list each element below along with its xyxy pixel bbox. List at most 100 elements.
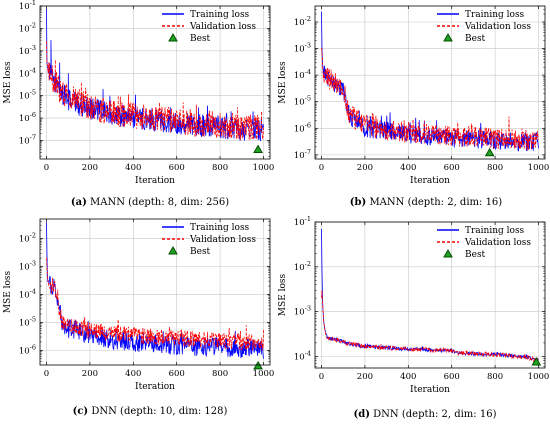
x-axis-title: Iteration: [135, 382, 175, 392]
x-tick-label: 400: [125, 163, 141, 173]
caption-a-letter: (a): [71, 197, 87, 208]
panel-b: 0 200 400 600 800 1000 10-7 10-6 10-5 10-4 10-3 10-…: [278, 5, 550, 186]
caption-c-letter: (c): [73, 406, 89, 417]
y-tick-label: 10-3: [19, 44, 36, 57]
y-tick-label: 10-6: [19, 111, 36, 124]
legend-training-label: Training loss: [190, 10, 250, 20]
x-tick-label: 600: [169, 163, 185, 173]
plot-area: [321, 228, 539, 364]
y-tick-label: 10-3: [294, 305, 311, 318]
x-tick-label: 1000: [253, 163, 275, 173]
x-axis-title: Iteration: [410, 385, 450, 395]
legend-best-label: Best: [465, 34, 486, 44]
x-tick-label: 400: [125, 369, 141, 379]
legend-validation-label: Validation loss: [189, 22, 256, 32]
y-tick-label: 10-4: [294, 68, 311, 81]
y-axis-title: MSE loss: [278, 273, 288, 316]
y-tick-label: 10-4: [294, 349, 311, 362]
legend-best-swatch: [168, 245, 178, 255]
y-tick-label: 10-1: [19, 0, 36, 12]
best-marker: [253, 144, 263, 153]
x-tick-label: 200: [357, 372, 373, 382]
y-tick-label: 10-5: [294, 95, 311, 108]
x-tick-label: 0: [44, 163, 49, 173]
caption-d-text: DNN (depth: 2, dim: 16): [370, 409, 497, 420]
x-tick-label: 600: [169, 369, 185, 379]
legend-best-label: Best: [190, 247, 211, 257]
caption-b: (b) MANN (depth: 2, dim: 16): [350, 197, 502, 208]
plot-area: [321, 11, 539, 152]
legend-training-label: Training loss: [465, 226, 525, 236]
plot-frame: [314, 221, 546, 369]
y-tick-label: 10-3: [294, 42, 311, 55]
legend-best-swatch: [443, 32, 453, 42]
caption-c: (c) DNN (depth: 10, dim: 128): [73, 406, 228, 417]
x-tick-label: 200: [357, 163, 373, 173]
legend-training-label: Training loss: [465, 10, 525, 20]
legend-best-label: Best: [190, 34, 211, 44]
x-tick-label: 400: [400, 372, 416, 382]
caption-b-letter: (b): [350, 197, 366, 208]
y-tick-label: 10-1: [294, 215, 311, 228]
x-axis-title: Iteration: [410, 176, 450, 186]
best-marker: [531, 356, 542, 366]
plot-frame: [39, 5, 271, 160]
x-tick-label: 800: [487, 163, 503, 173]
x-tick-label: 0: [319, 372, 324, 382]
x-tick-label: 0: [44, 369, 49, 379]
x-tick-label: 200: [82, 369, 98, 379]
training-loss-line: [321, 228, 539, 362]
plot-area: [46, 222, 264, 359]
y-tick-label: 10-5: [19, 89, 36, 102]
y-tick-label: 10-4: [19, 66, 36, 79]
caption-a-text: MANN (depth: 8, dim: 256): [87, 197, 229, 208]
x-tick-label: 1000: [528, 372, 550, 382]
x-tick-label: 200: [82, 163, 98, 173]
panel-d: 0 200 400 600 800 1000 10-4 10-3 10-2 10-1 Iterati…: [278, 215, 549, 395]
x-tick-label: 800: [487, 372, 503, 382]
y-tick-label: 10-2: [19, 21, 36, 34]
y-tick-label: 10-2: [294, 15, 311, 28]
y-tick-label: 10-7: [294, 148, 311, 161]
y-axis-title: MSE loss: [278, 61, 288, 104]
caption-c-text: DNN (depth: 10, dim: 128): [88, 406, 227, 417]
x-tick-label: 800: [212, 163, 228, 173]
x-tick-label: 800: [212, 369, 228, 379]
caption-a: (a) MANN (depth: 8, dim: 256): [71, 197, 229, 208]
y-axis-title: MSE loss: [3, 270, 13, 313]
x-tick-label: 600: [444, 372, 460, 382]
y-tick-label: 10-6: [294, 121, 311, 134]
validation-loss-line: [321, 290, 539, 364]
y-tick-label: 10-2: [19, 232, 36, 245]
y-tick-label: 10-2: [294, 260, 311, 273]
legend-best-swatch: [168, 32, 178, 42]
plot-area: [46, 9, 264, 142]
legend-best-swatch: [443, 248, 453, 258]
caption-b-text: MANN (depth: 2, dim: 16): [366, 197, 502, 208]
legend-best-label: Best: [465, 250, 486, 260]
x-axis-title: Iteration: [135, 176, 175, 186]
plot-frame: [314, 5, 546, 160]
validation-loss-line: [46, 258, 264, 351]
panel-a: 0 200 400 600 800 1000 10-7 10-6 10-5 10-4 10-3 10-…: [3, 0, 274, 186]
x-tick-label: 400: [400, 163, 416, 173]
x-tick-label: 0: [319, 163, 324, 173]
x-tick-label: 1000: [528, 163, 550, 173]
best-marker: [484, 147, 495, 157]
legend-validation-label: Validation loss: [464, 238, 531, 248]
legend-validation-label: Validation loss: [189, 235, 256, 245]
validation-loss-line: [46, 41, 264, 140]
y-tick-label: 10-4: [19, 287, 36, 300]
training-loss-line: [46, 9, 264, 142]
y-tick-label: 10-5: [19, 315, 36, 328]
y-axis-title: MSE loss: [3, 61, 13, 104]
y-tick-label: 10-3: [19, 260, 36, 273]
panel-c: 0 200 400 600 800 1000 10-6 10-5 10-4 10-3 10-2 Ite…: [3, 218, 274, 392]
y-tick-label: 10-6: [19, 343, 36, 356]
legend-training-label: Training loss: [190, 223, 250, 233]
x-tick-label: 600: [444, 163, 460, 173]
legend-validation-label: Validation loss: [464, 22, 531, 32]
y-tick-label: 10-7: [19, 134, 36, 147]
caption-d-letter: (d): [354, 409, 370, 420]
